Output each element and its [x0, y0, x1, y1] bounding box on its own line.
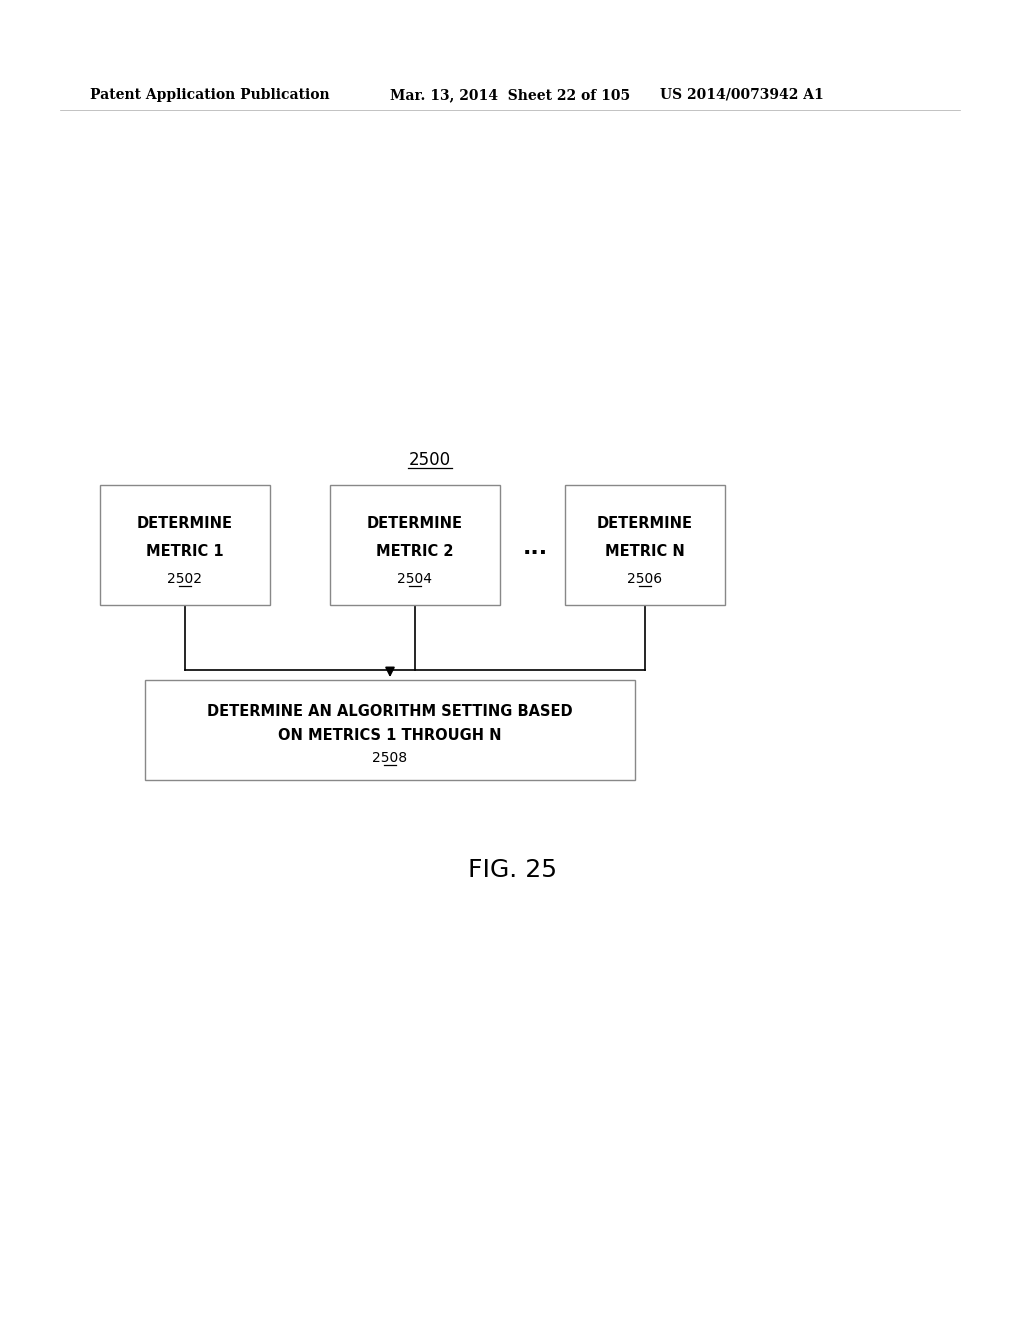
Text: 2506: 2506 — [628, 572, 663, 586]
Text: Patent Application Publication: Patent Application Publication — [90, 88, 330, 102]
Text: Mar. 13, 2014  Sheet 22 of 105: Mar. 13, 2014 Sheet 22 of 105 — [390, 88, 630, 102]
Text: DETERMINE: DETERMINE — [137, 516, 233, 531]
Text: DETERMINE: DETERMINE — [367, 516, 463, 531]
Text: 2508: 2508 — [373, 751, 408, 766]
Text: 2502: 2502 — [168, 572, 203, 586]
Text: DETERMINE: DETERMINE — [597, 516, 693, 531]
FancyBboxPatch shape — [565, 484, 725, 605]
FancyBboxPatch shape — [100, 484, 270, 605]
Text: US 2014/0073942 A1: US 2014/0073942 A1 — [660, 88, 823, 102]
Text: 2504: 2504 — [397, 572, 432, 586]
Text: DETERMINE AN ALGORITHM SETTING BASED: DETERMINE AN ALGORITHM SETTING BASED — [207, 705, 572, 719]
Text: METRIC N: METRIC N — [605, 544, 685, 558]
Text: METRIC 1: METRIC 1 — [146, 544, 224, 558]
Text: FIG. 25: FIG. 25 — [468, 858, 556, 882]
FancyBboxPatch shape — [145, 680, 635, 780]
FancyBboxPatch shape — [330, 484, 500, 605]
Text: 2500: 2500 — [409, 451, 451, 469]
Text: METRIC 2: METRIC 2 — [376, 544, 454, 558]
Text: ON METRICS 1 THROUGH N: ON METRICS 1 THROUGH N — [279, 727, 502, 742]
Text: ...: ... — [522, 539, 548, 558]
